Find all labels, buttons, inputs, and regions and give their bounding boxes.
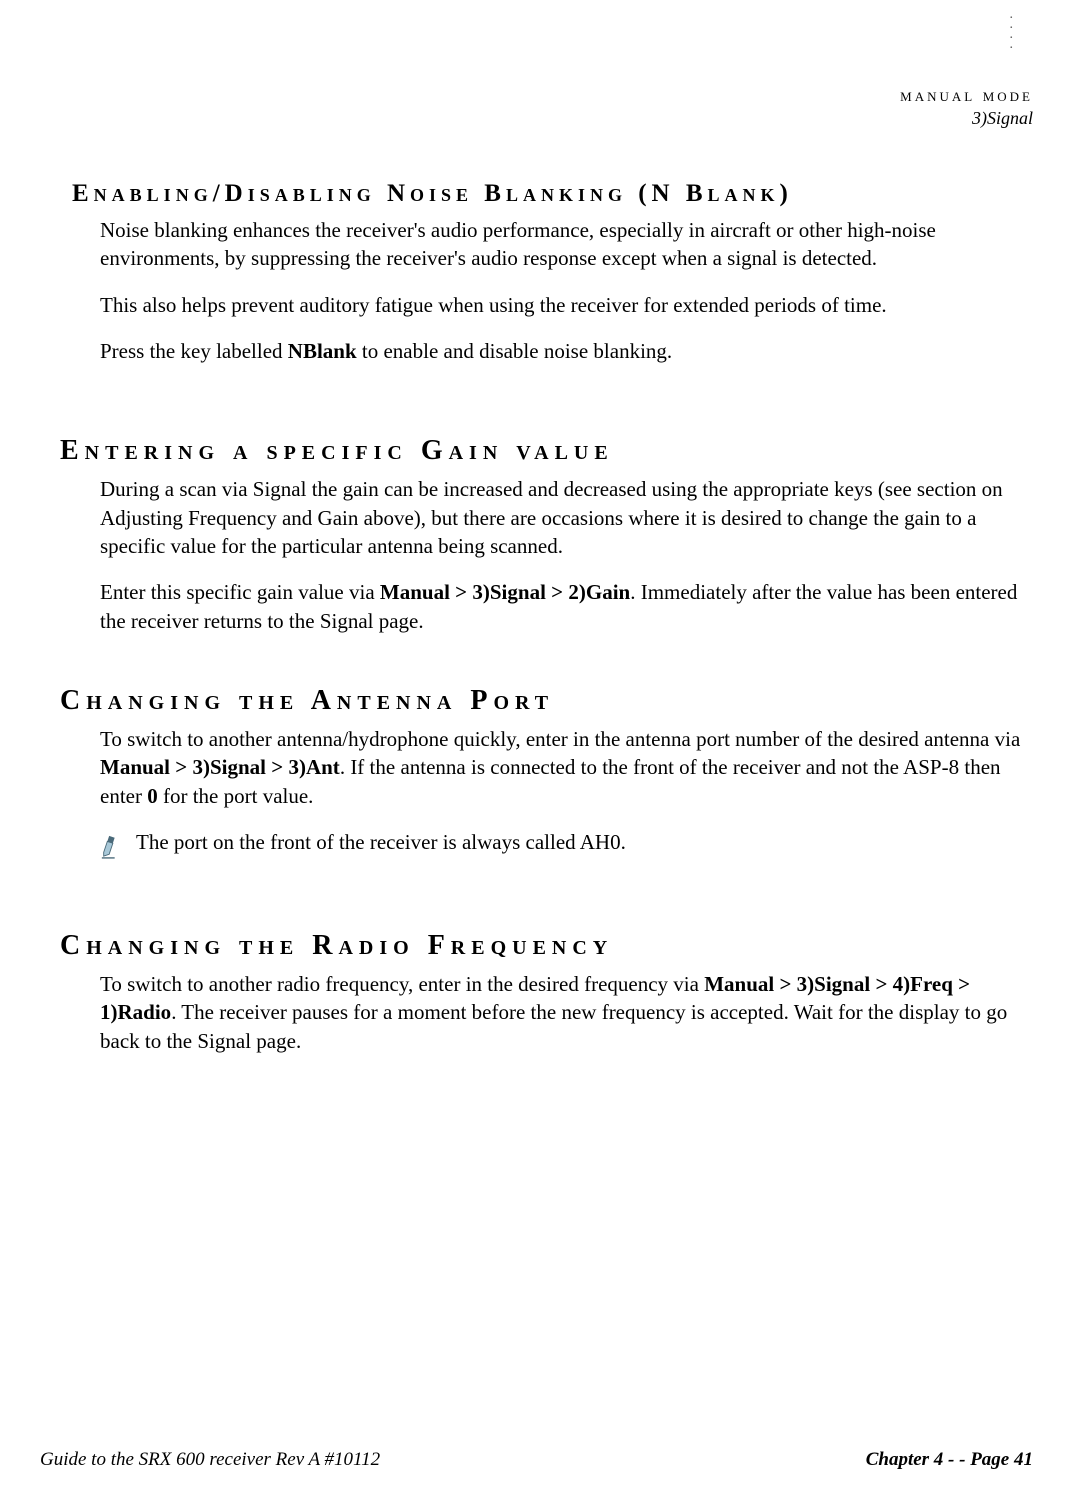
menu-path-antenna: Manual > 3)Signal > 3)Ant	[100, 755, 340, 779]
header-chapter: manual mode	[900, 85, 1033, 106]
text: for the port value.	[158, 784, 314, 808]
para-nblank-1: Noise blanking enhances the receiver's a…	[100, 216, 1033, 273]
text: To switch to another radio frequency, en…	[100, 972, 704, 996]
heading-nblank: Enabling/Disabling Noise Blanking (N Bla…	[72, 180, 1033, 208]
page: .... manual mode 3)Signal Enabling/Disab…	[0, 0, 1073, 1507]
heading-antenna: Changing the Antenna Port	[60, 685, 1033, 717]
page-footer: Guide to the SRX 600 receiver Rev A #101…	[40, 1449, 1033, 1471]
text: to enable and disable noise blanking.	[357, 339, 673, 363]
section-noise-blanking: Enabling/Disabling Noise Blanking (N Bla…	[100, 180, 1033, 365]
para-radio-1: To switch to another radio frequency, en…	[100, 970, 1033, 1055]
footer-right: Chapter 4 - - Page 41	[866, 1449, 1033, 1471]
menu-path-gain: Manual > 3)Signal > 2)Gain	[380, 580, 630, 604]
section-radio: Changing the Radio Frequency To switch t…	[100, 930, 1033, 1055]
text: Press the key labelled	[100, 339, 288, 363]
heading-gain: Entering a specific Gain value	[60, 435, 1033, 467]
section-gain: Entering a specific Gain value During a …	[100, 435, 1033, 635]
note-antenna: The port on the front of the receiver is…	[100, 828, 1033, 860]
section-antenna: Changing the Antenna Port To switch to a…	[100, 685, 1033, 860]
pencil-icon	[100, 832, 122, 860]
para-gain-2: Enter this specific gain value via Manua…	[100, 578, 1033, 635]
page-content: Enabling/Disabling Noise Blanking (N Bla…	[100, 180, 1033, 1125]
text: . The receiver pauses for a moment befor…	[100, 1000, 1007, 1052]
heading-radio: Changing the Radio Frequency	[60, 930, 1033, 962]
header-section: 3)Signal	[900, 108, 1033, 129]
para-antenna-1: To switch to another antenna/hydrophone …	[100, 725, 1033, 810]
note-text: The port on the front of the receiver is…	[136, 828, 626, 856]
para-gain-1: During a scan via Signal the gain can be…	[100, 475, 1033, 560]
corner-dots: ....	[1010, 10, 1014, 50]
text: To switch to another antenna/hydrophone …	[100, 727, 1020, 751]
text: Enter this specific gain value via	[100, 580, 380, 604]
label-nblank-key: NBlank	[288, 339, 357, 363]
para-nblank-2: This also helps prevent auditory fatigue…	[100, 291, 1033, 319]
value-zero: 0	[147, 784, 158, 808]
footer-left: Guide to the SRX 600 receiver Rev A #101…	[40, 1449, 380, 1471]
para-nblank-3: Press the key labelled NBlank to enable …	[100, 337, 1033, 365]
running-header: manual mode 3)Signal	[900, 85, 1033, 129]
